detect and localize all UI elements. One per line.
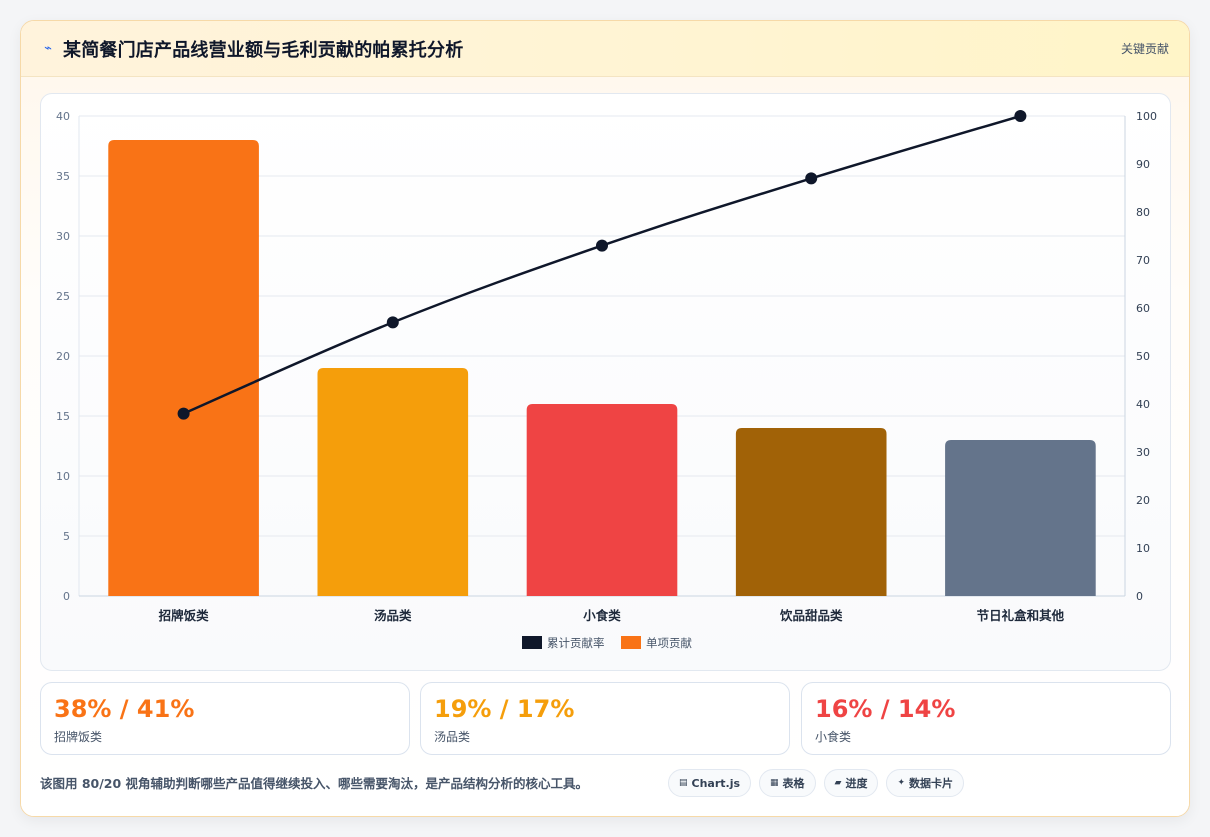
cumulative-point bbox=[386, 316, 399, 329]
stat-card-3: 16% / 14% 小食类 bbox=[801, 682, 1171, 755]
chip-chartjs[interactable]: ▤ Chart.js bbox=[668, 769, 752, 797]
pareto-chart: 0 5 10 15 20 25 30 35 40 0 10 20 30 40 50 60 70 80 90 100 招牌… bbox=[56, 110, 1157, 650]
table-icon: ▦ bbox=[770, 778, 779, 788]
stat-value: 38% / 41% bbox=[54, 695, 195, 723]
y-right-tick-label: 100 bbox=[1136, 110, 1157, 123]
y-left-tick-label: 5 bbox=[63, 530, 70, 543]
stat-label: 招牌饭类 bbox=[54, 730, 103, 744]
legend-swatch-bar bbox=[621, 636, 641, 649]
chart-container: 0 5 10 15 20 25 30 35 40 0 10 20 30 40 50 60 70 80 90 100 招牌… bbox=[40, 93, 1171, 671]
footer-note: 该图用 80/20 视角辅助判断哪些产品值得继续投入、哪些需要淘汰，是产品结构分… bbox=[40, 776, 589, 791]
bar bbox=[526, 404, 678, 596]
chip-data-cards[interactable]: ✦ 数据卡片 bbox=[886, 769, 965, 797]
card-body: 0 5 10 15 20 25 30 35 40 0 10 20 30 40 50 60 70 80 90 100 招牌… bbox=[21, 77, 1189, 816]
y-right-tick-label: 60 bbox=[1136, 302, 1150, 315]
bar bbox=[108, 140, 259, 596]
x-tick-label: 小食类 bbox=[582, 608, 621, 623]
legend-label: 累计贡献率 bbox=[547, 636, 605, 650]
y-right-tick-label: 90 bbox=[1136, 158, 1150, 171]
header-tag: 关键贡献 bbox=[1120, 42, 1169, 56]
stat-label: 汤品类 bbox=[434, 730, 471, 744]
y-right-tick-label: 20 bbox=[1136, 494, 1150, 507]
report-card: ⌁ 某简餐门店产品线营业额与毛利贡献的帕累托分析 关键贡献 0 5 10 15 20 25… bbox=[20, 20, 1190, 817]
stat-card-2: 19% / 17% 汤品类 bbox=[420, 682, 790, 755]
y-right-tick-label: 30 bbox=[1136, 446, 1150, 459]
y-left-tick-label: 10 bbox=[56, 470, 70, 483]
y-right-tick-label: 40 bbox=[1136, 398, 1150, 411]
y-right-tick-label: 80 bbox=[1136, 206, 1150, 219]
cumulative-point bbox=[177, 407, 190, 420]
stat-card-1: 38% / 41% 招牌饭类 bbox=[40, 682, 410, 755]
card-header: ⌁ 某简餐门店产品线营业额与毛利贡献的帕累托分析 关键贡献 bbox=[21, 21, 1189, 77]
chart-title: 某简餐门店产品线营业额与毛利贡献的帕累托分析 bbox=[63, 39, 464, 61]
y-left-tick-label: 0 bbox=[63, 590, 70, 603]
bar bbox=[735, 428, 887, 596]
y-left-tick-label: 35 bbox=[56, 170, 70, 183]
y-right-tick-label: 70 bbox=[1136, 254, 1150, 267]
y-left-tick-label: 30 bbox=[56, 230, 70, 243]
chip-label: 进度 bbox=[845, 777, 868, 790]
x-tick-label: 节日礼盒和其他 bbox=[977, 608, 1065, 623]
y-right-tick-label: 10 bbox=[1136, 542, 1150, 555]
y-right-tick-label: 50 bbox=[1136, 350, 1150, 363]
x-tick-label: 汤品类 bbox=[374, 608, 412, 623]
y-right-tick-label: 0 bbox=[1136, 590, 1143, 603]
chip-progress[interactable]: ▰ 进度 bbox=[823, 769, 879, 797]
progress-icon: ▰ bbox=[834, 778, 842, 788]
y-left-tick-label: 20 bbox=[56, 350, 70, 363]
bar bbox=[317, 368, 469, 596]
chip-label: 表格 bbox=[782, 777, 805, 790]
title-wrap: ⌁ 某简餐门店产品线营业额与毛利贡献的帕累托分析 bbox=[41, 36, 463, 62]
chip-label: Chart.js bbox=[691, 776, 741, 790]
x-tick-label: 饮品甜品类 bbox=[779, 608, 843, 623]
legend-label: 单项贡献 bbox=[646, 636, 692, 650]
lightning-icon: ⌁ bbox=[44, 41, 52, 56]
cumulative-point bbox=[596, 239, 608, 252]
stat-label: 小食类 bbox=[815, 730, 852, 744]
bar bbox=[945, 440, 1096, 596]
cumulative-point bbox=[1014, 110, 1027, 122]
y-left-tick-label: 25 bbox=[56, 290, 70, 303]
chart-icon: ▤ bbox=[679, 778, 688, 788]
chip-label: 数据卡片 bbox=[909, 777, 954, 790]
legend-swatch-cumulative bbox=[522, 636, 542, 649]
chip-table[interactable]: ▦ 表格 bbox=[759, 769, 816, 797]
tool-chips: ▤ Chart.js ▦ 表格 ▰ 进度 ✦ 数据卡片 bbox=[668, 769, 965, 797]
y-left-tick-label: 40 bbox=[56, 110, 70, 123]
x-tick-label: 招牌饭类 bbox=[159, 608, 210, 623]
stat-value: 19% / 17% bbox=[434, 695, 575, 723]
stat-value: 16% / 14% bbox=[815, 695, 956, 723]
cumulative-line bbox=[183, 114, 1021, 415]
y-left-tick-label: 15 bbox=[56, 410, 70, 423]
sparkle-icon: ✦ bbox=[897, 778, 906, 788]
cumulative-point bbox=[805, 172, 818, 185]
